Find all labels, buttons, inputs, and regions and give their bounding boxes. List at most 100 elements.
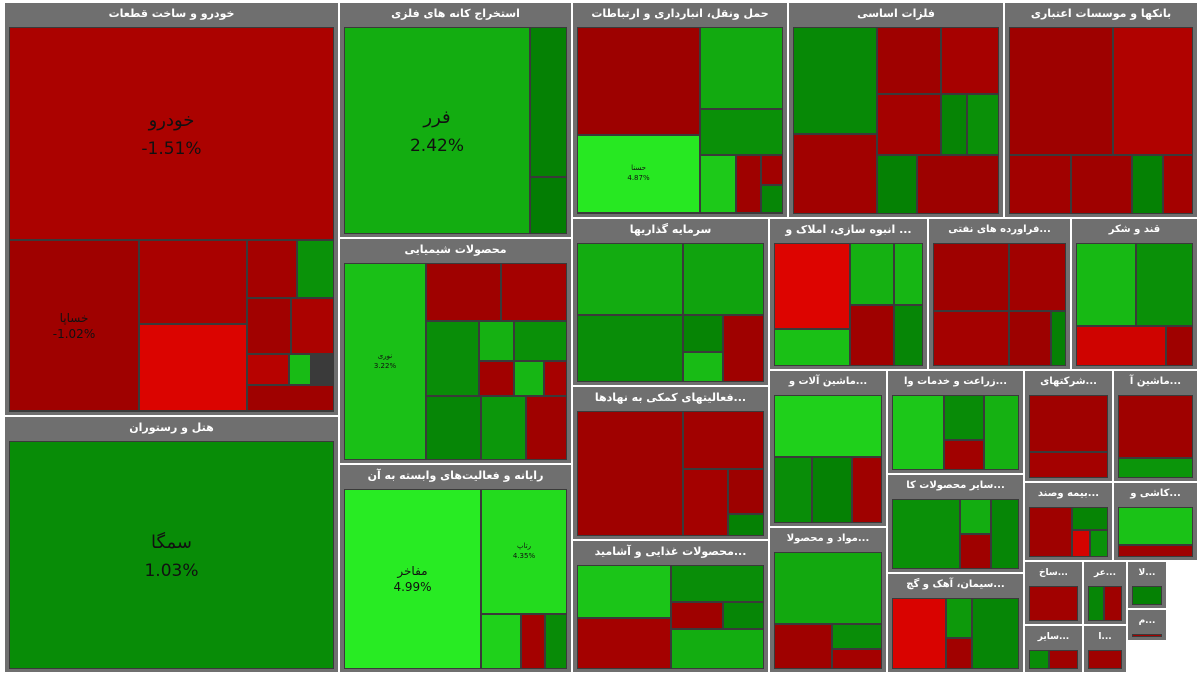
stock-tile[interactable] xyxy=(894,305,923,366)
stock-tile[interactable]: مفاخر 4.99% xyxy=(344,489,481,669)
stock-tile[interactable] xyxy=(514,321,567,361)
stock-tile[interactable] xyxy=(774,624,832,669)
stock-tile[interactable] xyxy=(933,243,1009,311)
stock-tile[interactable]: نوری 3.22% xyxy=(344,263,426,460)
stock-tile[interactable] xyxy=(683,469,728,536)
stock-tile[interactable] xyxy=(1090,530,1108,557)
sector[interactable]: خودرو و ساخت قطعات خودرو -1.51% خساپا -1.02% xyxy=(5,3,338,415)
stock-tile[interactable] xyxy=(1163,155,1193,214)
stock-tile[interactable] xyxy=(700,27,783,109)
stock-tile[interactable] xyxy=(247,240,297,298)
stock-tile[interactable] xyxy=(877,27,941,94)
stock-tile[interactable]: خساپا -1.02% xyxy=(9,240,139,411)
stock-tile[interactable] xyxy=(1136,243,1193,326)
sector[interactable]: ...فراورده های نفتی xyxy=(929,219,1070,369)
stock-tile[interactable] xyxy=(544,361,567,396)
sector[interactable]: بانکها و موسسات اعتباری xyxy=(1005,3,1197,217)
stock-tile[interactable] xyxy=(1029,452,1108,478)
stock-tile[interactable] xyxy=(481,396,526,460)
stock-tile[interactable] xyxy=(1118,507,1193,545)
stock-tile[interactable] xyxy=(479,361,514,396)
stock-tile[interactable] xyxy=(1088,586,1104,621)
stock-tile[interactable] xyxy=(941,94,967,155)
stock-tile[interactable] xyxy=(1072,507,1108,530)
stock-tile[interactable] xyxy=(917,155,999,214)
stock-tile[interactable] xyxy=(1132,155,1163,214)
stock-tile[interactable] xyxy=(577,618,671,669)
stock-tile[interactable]: سمگا 1.03% xyxy=(9,441,334,669)
sector[interactable]: ...سایر محصولات کا xyxy=(888,475,1023,572)
stock-tile[interactable] xyxy=(774,329,850,366)
stock-tile[interactable]: فرر 2.42% xyxy=(344,27,530,234)
stock-tile[interactable] xyxy=(877,94,941,155)
stock-tile[interactable] xyxy=(1076,326,1166,366)
stock-tile[interactable] xyxy=(700,155,736,213)
stock-tile[interactable] xyxy=(426,263,501,321)
stock-tile[interactable] xyxy=(671,629,764,669)
stock-tile[interactable] xyxy=(774,395,882,457)
stock-tile[interactable] xyxy=(1029,507,1072,557)
sector[interactable]: ...م xyxy=(1128,610,1166,640)
stock-tile[interactable] xyxy=(247,298,291,354)
sector[interactable]: حمل ونقل، انبارداری و ارتباطات حسنا 4.87% xyxy=(573,3,787,217)
stock-tile[interactable] xyxy=(521,614,545,669)
stock-tile[interactable] xyxy=(530,177,567,234)
stock-tile[interactable] xyxy=(1029,650,1049,669)
stock-tile[interactable] xyxy=(1104,586,1122,621)
stock-tile[interactable] xyxy=(426,396,481,460)
stock-tile[interactable] xyxy=(894,243,923,305)
sector[interactable]: ...لا xyxy=(1128,562,1166,608)
sector[interactable]: ...عر xyxy=(1084,562,1126,624)
stock-tile[interactable] xyxy=(941,27,999,94)
stock-tile[interactable] xyxy=(960,534,991,569)
stock-tile[interactable] xyxy=(774,552,882,624)
stock-tile[interactable] xyxy=(960,499,991,534)
stock-tile[interactable] xyxy=(1118,458,1193,478)
stock-tile[interactable] xyxy=(946,638,972,669)
stock-tile[interactable] xyxy=(481,614,521,669)
stock-tile[interactable] xyxy=(852,457,882,523)
stock-tile[interactable] xyxy=(723,602,764,629)
sector[interactable]: ...ا xyxy=(1084,626,1126,672)
stock-tile[interactable]: خودرو -1.51% xyxy=(9,27,334,240)
stock-tile[interactable]: حسنا 4.87% xyxy=(577,135,700,213)
stock-tile[interactable] xyxy=(1029,395,1108,452)
stock-tile[interactable] xyxy=(1009,27,1113,155)
stock-tile[interactable] xyxy=(530,27,567,177)
stock-tile[interactable]: رتاپ 4.35% xyxy=(481,489,567,614)
stock-tile[interactable] xyxy=(247,385,334,411)
stock-tile[interactable] xyxy=(736,155,761,213)
stock-tile[interactable] xyxy=(479,321,514,361)
stock-tile[interactable] xyxy=(683,352,723,382)
stock-tile[interactable] xyxy=(728,469,764,514)
stock-tile[interactable] xyxy=(967,94,999,155)
stock-tile[interactable] xyxy=(1029,586,1078,621)
sector[interactable]: فلزات اساسی xyxy=(789,3,1003,217)
stock-tile[interactable] xyxy=(526,396,567,460)
stock-tile[interactable] xyxy=(671,602,723,629)
stock-tile[interactable] xyxy=(426,321,479,396)
stock-tile[interactable] xyxy=(577,411,683,536)
stock-tile[interactable] xyxy=(892,499,960,569)
stock-tile[interactable] xyxy=(1009,243,1066,311)
sector[interactable]: قند و شکر xyxy=(1072,219,1197,369)
stock-tile[interactable] xyxy=(1051,311,1066,366)
stock-tile[interactable] xyxy=(577,27,700,135)
stock-tile[interactable] xyxy=(1049,650,1078,669)
sector[interactable]: استخراج کانه های فلزی فرر 2.42% xyxy=(340,3,571,237)
stock-tile[interactable] xyxy=(1113,27,1193,155)
stock-tile[interactable] xyxy=(933,311,1009,366)
stock-tile[interactable] xyxy=(1009,311,1051,366)
stock-tile[interactable] xyxy=(946,598,972,638)
stock-tile[interactable] xyxy=(289,354,311,385)
stock-tile[interactable] xyxy=(793,134,877,214)
sector[interactable]: ...ساخ xyxy=(1025,562,1082,624)
stock-tile[interactable] xyxy=(577,315,683,382)
stock-tile[interactable] xyxy=(850,243,894,305)
sector[interactable]: ... انبوه سازی، املاک و xyxy=(770,219,927,369)
stock-tile[interactable] xyxy=(728,514,764,536)
stock-tile[interactable] xyxy=(984,395,1019,470)
stock-tile[interactable] xyxy=(944,395,984,440)
stock-tile[interactable] xyxy=(671,565,764,602)
stock-tile[interactable] xyxy=(1118,395,1193,458)
